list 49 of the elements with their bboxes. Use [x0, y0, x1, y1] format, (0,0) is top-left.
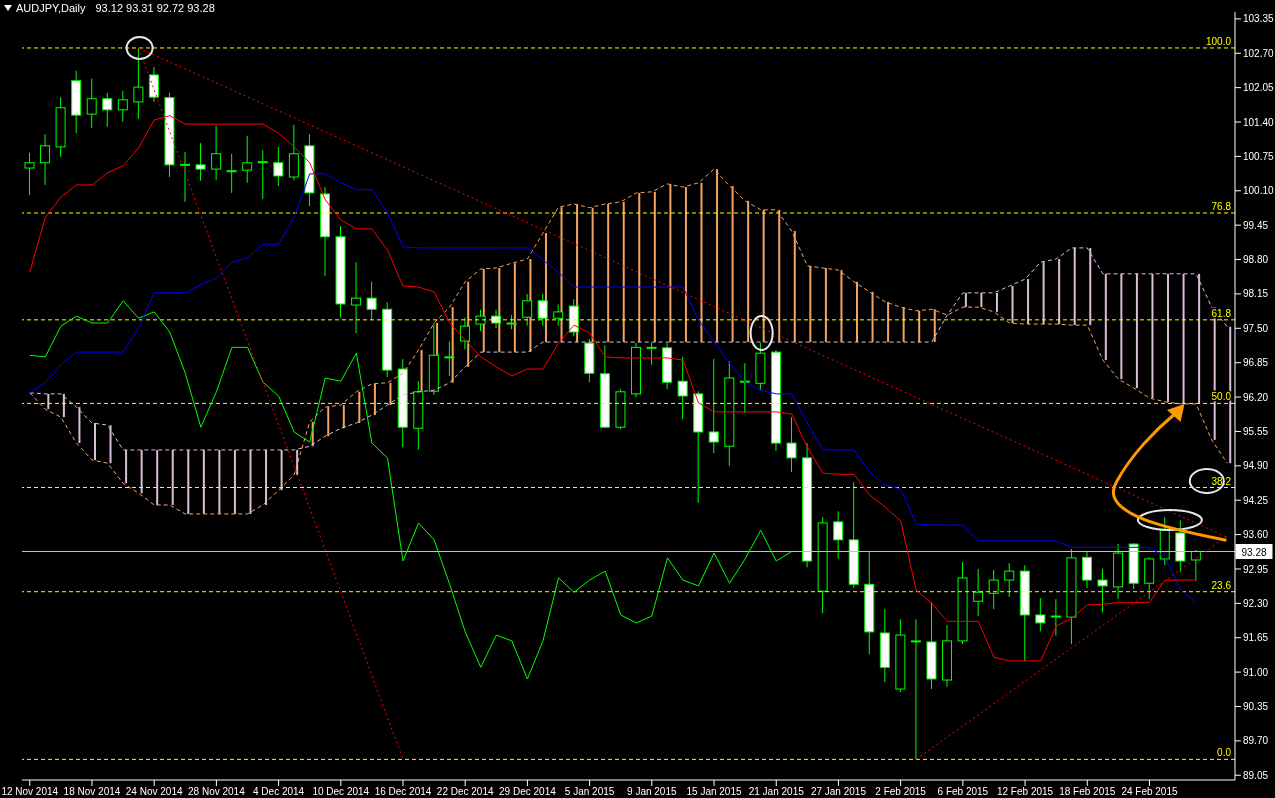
annotation: 76.8	[1211, 200, 1232, 212]
y-tick-label: 97.50	[1243, 322, 1269, 334]
y-tick-label: 96.85	[1243, 357, 1269, 369]
x-tick-label: 12 Feb 2015	[996, 786, 1054, 798]
x-tick-label: 24 Nov 2014	[125, 786, 183, 798]
chart-title: AUDJPY,Daily	[16, 2, 86, 14]
y-tick-label: 94.90	[1243, 460, 1269, 472]
x-tick-label: 24 Feb 2015	[1121, 786, 1178, 798]
y-tick-label: 92.30	[1243, 597, 1269, 609]
y-tick-label: 101.40	[1243, 116, 1275, 128]
y-tick-label: 102.70	[1243, 47, 1275, 59]
annotation: 0.0	[1217, 747, 1232, 759]
y-tick-label: 100.75	[1243, 150, 1275, 162]
y-tick-label: 98.15	[1243, 288, 1269, 300]
y-tick-label: 91.65	[1243, 632, 1269, 644]
y-tick-label: 89.70	[1243, 735, 1269, 747]
x-tick-label: 12 Nov 2014	[1, 786, 59, 798]
x-tick-label: 15 Jan 2015	[686, 786, 742, 798]
y-tick-label: 96.20	[1243, 391, 1269, 403]
y-tick-label: 98.80	[1243, 254, 1269, 266]
annotation: 23.6	[1211, 579, 1232, 591]
annotation: 100.0	[1205, 35, 1232, 47]
x-tick-label: 18 Nov 2014	[63, 786, 121, 798]
chart-subtitle: 93.12 93.31 92.72 93.28	[95, 2, 215, 14]
x-tick-label: 4 Dec 2014	[253, 786, 305, 798]
ref-line-label: 93.28	[1241, 546, 1267, 558]
y-tick-label: 102.05	[1243, 82, 1275, 94]
y-tick-label: 91.00	[1243, 666, 1269, 678]
y-tick-label: 95.55	[1243, 425, 1269, 437]
y-tick-label: 94.25	[1243, 494, 1269, 506]
x-tick-label: 29 Dec 2014	[499, 786, 557, 798]
x-tick-label: 22 Dec 2014	[436, 786, 494, 798]
x-tick-label: 16 Dec 2014	[374, 786, 432, 798]
x-tick-label: 9 Jan 2015	[627, 786, 677, 798]
y-tick-label: 99.45	[1243, 219, 1269, 231]
x-tick-label: 10 Dec 2014	[312, 786, 370, 798]
x-tick-label: 5 Jan 2015	[564, 786, 615, 798]
y-tick-label: 92.95	[1243, 563, 1269, 575]
x-tick-label: 2 Feb 2015	[875, 786, 927, 798]
x-tick-label: 21 Jan 2015	[748, 786, 805, 798]
y-tick-label: 93.60	[1243, 529, 1269, 541]
x-tick-label: 18 Feb 2015	[1059, 786, 1116, 798]
y-tick-label: 103.35	[1243, 13, 1275, 25]
x-tick-label: 28 Nov 2014	[188, 786, 246, 798]
y-tick-label: 89.05	[1243, 769, 1269, 781]
y-tick-label: 100.10	[1243, 185, 1275, 197]
x-tick-label: 27 Jan 2015	[810, 786, 867, 798]
y-tick-label: 90.35	[1243, 701, 1269, 713]
x-tick-label: 6 Feb 2015	[937, 786, 989, 798]
